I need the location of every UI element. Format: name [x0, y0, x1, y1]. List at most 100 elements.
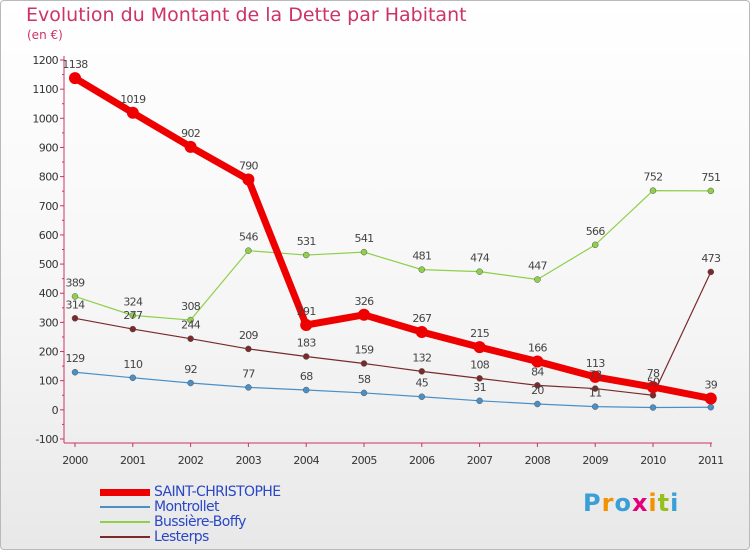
- data-label-bussi-re-boffy: 531: [297, 235, 316, 248]
- legend-swatch: [100, 488, 150, 496]
- series-line-saint-christophe: [71, 74, 715, 402]
- data-point-montrollet: [71, 368, 79, 376]
- data-point-saint-christophe: [242, 173, 255, 186]
- data-label-lesterps: 209: [239, 329, 259, 342]
- logo-letter: t: [657, 489, 671, 517]
- data-label-saint-christophe: 39: [704, 378, 717, 391]
- proxiti-logo: Proxiti: [583, 489, 679, 517]
- y-tick-label: -100: [35, 433, 58, 446]
- data-label-lesterps: 244: [181, 319, 201, 332]
- data-label-saint-christophe: 902: [181, 127, 200, 140]
- data-point-lesterps: [187, 335, 194, 342]
- y-tick-label: 1000: [32, 112, 58, 125]
- data-label-bussi-re-boffy: 541: [355, 232, 374, 245]
- data-point-lesterps: [360, 360, 368, 367]
- data-point-lesterps: [245, 345, 252, 353]
- legend-label: Montrollet: [154, 499, 220, 515]
- data-point-bussi-re-boffy: [591, 241, 599, 249]
- legend-swatch: [100, 506, 150, 508]
- data-point-montrollet: [534, 400, 541, 408]
- data-label-montrollet: 31: [473, 381, 486, 394]
- series-line-bussi-re-boffy: [74, 190, 712, 321]
- data-point-montrollet: [187, 379, 194, 387]
- data-point-bussi-re-boffy: [71, 293, 79, 300]
- data-label-montrollet: 45: [415, 377, 428, 390]
- data-point-montrollet: [245, 384, 252, 391]
- data-label-bussi-re-boffy: 447: [528, 260, 548, 273]
- data-point-saint-christophe: [531, 355, 544, 368]
- logo-letter: i: [648, 489, 658, 517]
- data-point-saint-christophe: [473, 341, 486, 354]
- data-label-montrollet: 92: [184, 363, 197, 376]
- data-label-saint-christophe: 166: [528, 341, 548, 354]
- data-label-bussi-re-boffy: 546: [239, 231, 259, 244]
- y-tick-label: 900: [39, 141, 59, 154]
- data-point-lesterps: [476, 375, 483, 382]
- y-tick-label: 100: [39, 375, 59, 388]
- data-point-montrollet: [649, 404, 657, 411]
- data-label-bussi-re-boffy: 474: [470, 252, 490, 265]
- data-point-montrollet: [707, 403, 715, 411]
- x-tick-label: 2003: [236, 454, 262, 467]
- data-label-montrollet: 68: [300, 370, 313, 383]
- data-point-saint-christophe: [415, 326, 428, 339]
- y-tick-label: 500: [39, 258, 59, 271]
- data-label-saint-christophe: 215: [470, 327, 490, 340]
- x-tick-label: 2009: [582, 454, 608, 467]
- data-label-lesterps: 277: [123, 309, 143, 322]
- y-tick-label: 600: [39, 229, 59, 242]
- x-tick-label: 2002: [178, 454, 204, 467]
- data-label-lesterps: 159: [355, 343, 375, 356]
- data-label-montrollet: 129: [66, 352, 86, 365]
- x-tick-label: 2001: [120, 454, 146, 467]
- logo-letter: o: [614, 489, 632, 517]
- data-point-bussi-re-boffy: [649, 187, 657, 194]
- data-point-montrollet: [418, 393, 426, 400]
- data-label-bussi-re-boffy: 481: [412, 250, 431, 263]
- data-point-lesterps: [302, 353, 310, 360]
- data-point-saint-christophe: [184, 140, 197, 153]
- x-tick-label: 2007: [467, 454, 493, 467]
- legend-label: SAINT-CHRISTOPHE: [154, 484, 281, 500]
- y-tick-label: 0: [52, 404, 59, 417]
- data-label-saint-christophe: 1019: [120, 93, 146, 106]
- data-point-saint-christophe: [589, 370, 602, 383]
- y-tick-label: 700: [39, 200, 59, 213]
- data-point-montrollet: [129, 374, 137, 382]
- y-tick-label: 800: [39, 171, 59, 184]
- data-point-saint-christophe: [358, 308, 370, 321]
- legend-swatch: [100, 536, 150, 538]
- data-point-saint-christophe: [647, 381, 659, 394]
- data-label-lesterps: 50: [647, 375, 660, 388]
- data-point-bussi-re-boffy: [476, 268, 483, 275]
- data-label-bussi-re-boffy: 751: [701, 171, 720, 184]
- data-label-bussi-re-boffy: 389: [66, 276, 86, 289]
- data-point-montrollet: [360, 389, 368, 397]
- data-point-saint-christophe: [126, 106, 139, 119]
- data-point-bussi-re-boffy: [187, 316, 194, 324]
- legend-label: Bussière-Boffy: [154, 514, 246, 530]
- data-label-saint-christophe: 790: [239, 160, 259, 173]
- unit-label: (en €): [27, 28, 63, 42]
- data-point-lesterps: [649, 392, 657, 399]
- data-label-saint-christophe: 78: [647, 367, 660, 380]
- data-label-lesterps: 132: [412, 351, 431, 364]
- data-label-lesterps: 473: [701, 252, 721, 265]
- data-point-bussi-re-boffy: [707, 187, 715, 195]
- data-label-lesterps: 314: [66, 298, 86, 311]
- data-label-saint-christophe: 267: [412, 312, 432, 325]
- data-label-lesterps: 183: [297, 336, 317, 349]
- x-tick-label: 2011: [698, 454, 724, 467]
- data-label-montrollet: 58: [358, 373, 371, 386]
- data-point-bussi-re-boffy: [534, 276, 541, 283]
- legend-swatch: [100, 521, 150, 523]
- data-label-bussi-re-boffy: 752: [644, 171, 663, 184]
- x-tick-label: 2004: [293, 454, 319, 467]
- data-label-saint-christophe: 291: [297, 305, 316, 318]
- data-point-bussi-re-boffy: [418, 266, 426, 273]
- data-label-montrollet: 110: [123, 358, 143, 371]
- x-tick-label: 2005: [351, 454, 377, 467]
- x-tick-label: 2006: [409, 454, 435, 467]
